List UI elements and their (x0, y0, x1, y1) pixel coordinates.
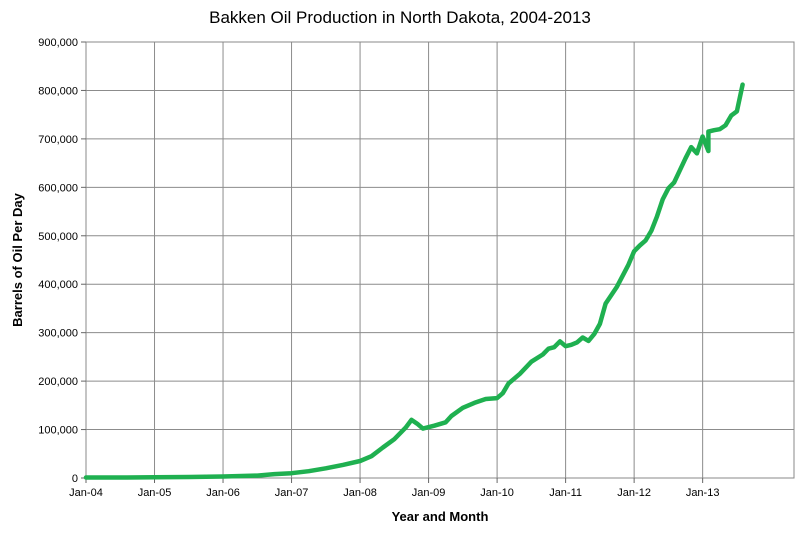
data-point (507, 382, 510, 385)
data-point (632, 249, 636, 253)
data-point (655, 214, 659, 218)
y-axis-title: Barrels of Oil Per Day (10, 192, 25, 326)
x-tick-label: Jan-09 (412, 487, 446, 499)
data-point (381, 446, 385, 449)
data-point (341, 463, 345, 467)
data-point (569, 343, 573, 347)
data-point (735, 109, 739, 113)
data-point (695, 151, 699, 155)
series-layer (83, 82, 745, 480)
x-tick-label: Jan-06 (206, 487, 240, 499)
data-point (358, 459, 362, 463)
data-point (644, 239, 647, 243)
data-point (741, 83, 745, 87)
data-point (678, 168, 682, 172)
data-point (729, 114, 733, 118)
data-point (552, 345, 556, 349)
data-point (701, 135, 705, 138)
y-tick-label: 900,000 (38, 37, 78, 49)
x-tick-label: Jan-07 (275, 487, 309, 499)
data-point (615, 285, 619, 289)
data-point (575, 340, 579, 344)
data-point (581, 336, 585, 339)
data-point (324, 466, 328, 470)
x-axis: Jan-04 Jan-05 Jan-06 Jan-07 Jan-08 Jan-09 Jan-… (69, 478, 719, 499)
x-tick-label: Jan-12 (617, 487, 651, 499)
data-point (118, 476, 122, 479)
y-tick-label: 400,000 (38, 279, 78, 291)
data-point (84, 476, 88, 479)
data-point (587, 339, 590, 343)
data-point (255, 474, 259, 478)
data-point (392, 437, 396, 441)
chart-title: Bakken Oil Production in North Dakota, 2… (209, 8, 591, 27)
x-tick-label: Jan-04 (69, 487, 103, 499)
y-tick-label: 0 (72, 473, 78, 485)
data-point (689, 145, 693, 149)
data-point (564, 344, 568, 348)
y-tick-label: 100,000 (38, 425, 78, 437)
x-axis-title: Year and Month (392, 509, 489, 524)
data-point (153, 475, 156, 479)
data-point (221, 475, 225, 478)
data-point (290, 471, 293, 475)
data-point (484, 397, 488, 401)
data-point (706, 130, 710, 134)
data-point (706, 149, 710, 153)
y-tick-label: 800,000 (38, 85, 78, 97)
y-axis: 0 100,000 200,000 300,000 400,000 500,000 600,… (38, 37, 86, 485)
data-point (626, 263, 630, 267)
data-point (501, 391, 505, 395)
data-point (547, 347, 550, 351)
data-point (370, 454, 373, 458)
x-tick-label: Jan-11 (549, 487, 582, 499)
y-tick-label: 200,000 (38, 376, 78, 388)
data-point (672, 181, 676, 184)
x-tick-label: Jan-10 (480, 487, 514, 499)
data-point (444, 420, 448, 424)
y-tick-label: 500,000 (38, 231, 78, 243)
data-point (272, 472, 276, 476)
data-point (649, 229, 653, 233)
data-point (724, 123, 727, 127)
data-point (661, 197, 665, 201)
data-point (415, 422, 419, 426)
y-tick-label: 300,000 (38, 328, 78, 340)
data-point (307, 469, 311, 473)
data-point (666, 186, 670, 190)
x-tick-label: Jan-05 (138, 487, 172, 499)
data-point (472, 401, 476, 405)
y-tick-label: 700,000 (38, 134, 78, 146)
data-point (187, 475, 191, 479)
data-point (432, 424, 436, 428)
data-point (410, 418, 413, 422)
data-point (558, 339, 562, 343)
data-point (592, 332, 596, 336)
data-point (684, 156, 687, 160)
data-point (712, 128, 716, 132)
data-point (604, 302, 608, 306)
data-point (404, 426, 408, 430)
x-tick-label: Jan-08 (343, 487, 377, 499)
data-point (638, 244, 642, 247)
x-tick-label: Jan-13 (686, 487, 720, 499)
y-tick-label: 600,000 (38, 182, 78, 194)
data-point (541, 353, 545, 356)
data-point (598, 322, 602, 326)
data-point (718, 127, 722, 131)
data-point (421, 427, 425, 431)
plot-area-border (85, 41, 795, 479)
data-point (461, 406, 465, 410)
grid (86, 41, 794, 478)
series-line (83, 82, 745, 480)
data-point (518, 372, 522, 376)
data-point (529, 360, 533, 364)
data-point (495, 396, 499, 400)
data-point (449, 414, 453, 418)
